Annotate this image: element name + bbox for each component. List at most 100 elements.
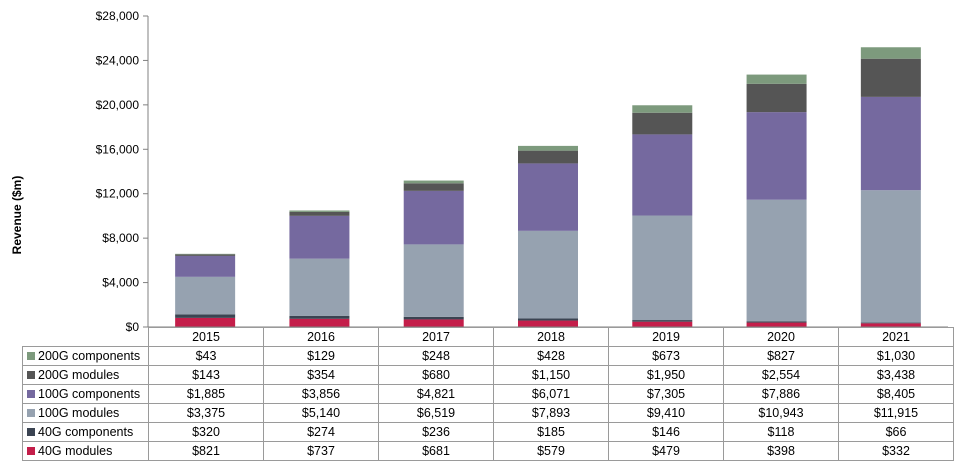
table-cell: $146 (608, 422, 724, 442)
bar-segment-100g-modules-2019 (632, 215, 693, 321)
table-cell: $10,943 (723, 403, 839, 423)
bar-segment-200g-modules-2017 (403, 183, 464, 191)
bar-segment-100g-modules-2021 (860, 190, 921, 323)
bar-segment-100g-modules-2018 (518, 230, 578, 319)
legend-label: 100G modules (38, 406, 120, 420)
table-row: 40G modules $821 $737 $681 $579 $479 $398 $332 (22, 441, 954, 461)
table-cell: $1,885 (148, 384, 264, 404)
bar-segment-200g-modules-2020 (746, 83, 807, 113)
legend-swatch (27, 427, 35, 436)
legend-entry: 40G components (22, 422, 149, 442)
data-table: 2015 2016 2017 2018 2019 2020 2021 200G compone… (22, 327, 954, 461)
legend-entry: 200G components (22, 346, 149, 366)
table-cell: $248 (378, 346, 494, 366)
table-cell: $3,856 (263, 384, 379, 404)
y-tick-label: $12,000 (96, 187, 140, 201)
bar-segment-200g-components-2019 (632, 105, 693, 113)
table-cell: $320 (148, 422, 264, 442)
legend-entry: 100G modules (22, 403, 149, 423)
table-cell: $5,140 (263, 403, 379, 423)
table-cell: $6,519 (378, 403, 494, 423)
table-row: 200G modules $143 $354 $680 $1,150 $1,950 $2,5… (22, 365, 954, 385)
table-cell: $8,405 (838, 384, 954, 404)
bar-segment-40g-modules-2016 (289, 318, 350, 327)
bar-segment-100g-modules-2020 (746, 199, 807, 322)
bar-segment-40g-components-2020 (746, 321, 807, 323)
bar-segment-200g-modules-2015 (175, 254, 236, 256)
bar-segment-200g-modules-2018 (518, 150, 578, 164)
table-cell: $66 (838, 422, 954, 442)
bar-segment-100g-components-2019 (632, 134, 693, 216)
table-cell: $673 (608, 346, 724, 366)
table-cell: $428 (493, 346, 609, 366)
bar-segment-40g-components-2021 (860, 322, 921, 324)
legend-label: 40G components (38, 425, 134, 439)
table-cell: $11,915 (838, 403, 954, 423)
table-row: 200G components $43 $129 $248 $428 $673 $827 $1… (22, 346, 954, 366)
bar-segment-40g-modules-2019 (632, 321, 693, 327)
x-tick-label: 2016 (263, 327, 379, 347)
table-cell: $681 (378, 441, 494, 461)
table-cell: $143 (148, 365, 264, 385)
x-tick-label: 2019 (608, 327, 724, 347)
legend-entry: 100G components (22, 384, 149, 404)
x-tick-label: 2018 (493, 327, 609, 347)
y-axis-title-container: Revenue ($m) (7, 75, 27, 355)
bar-segment-200g-modules-2019 (632, 112, 693, 135)
table-row: 100G components $1,885 $3,856 $4,821 $6,071 $… (22, 384, 954, 404)
bar-segment-40g-modules-2017 (403, 319, 464, 327)
bar-segment-40g-modules-2018 (518, 320, 578, 327)
bar-segment-200g-components-2020 (746, 74, 807, 84)
table-cell: $6,071 (493, 384, 609, 404)
table-cell: $2,554 (723, 365, 839, 385)
table-cell: $7,305 (608, 384, 724, 404)
table-header-row: 2015 2016 2017 2018 2019 2020 2021 (22, 327, 954, 347)
table-corner (22, 327, 149, 347)
legend-entry: 200G modules (22, 365, 149, 385)
table-cell: $680 (378, 365, 494, 385)
bar-segment-40g-components-2015 (175, 314, 236, 318)
table-cell: $398 (723, 441, 839, 461)
bar-segment-100g-modules-2017 (403, 244, 464, 317)
legend-entry: 40G modules (22, 441, 149, 461)
bar-segment-200g-components-2017 (403, 180, 464, 184)
y-tick-label: $8,000 (102, 231, 139, 245)
bar-segment-100g-components-2020 (746, 112, 807, 200)
bar-segment-200g-modules-2016 (289, 211, 350, 216)
x-tick-label: 2020 (723, 327, 839, 347)
bar-segment-200g-components-2018 (518, 145, 578, 151)
legend-swatch (27, 370, 35, 379)
table-cell: $118 (723, 422, 839, 442)
table-cell: $332 (838, 441, 954, 461)
x-tick-label: 2021 (838, 327, 954, 347)
y-tick-label: $20,000 (96, 98, 140, 112)
table-cell: $7,893 (493, 403, 609, 423)
legend-label: 200G components (38, 349, 141, 363)
bar-segment-100g-components-2021 (860, 96, 921, 191)
legend-swatch (27, 351, 35, 360)
legend-swatch (27, 408, 35, 417)
bar-segment-40g-modules-2015 (175, 317, 236, 327)
bar-segment-100g-components-2016 (289, 215, 350, 259)
bar-segment-40g-modules-2021 (860, 323, 921, 327)
legend-swatch (27, 389, 35, 398)
table-row: 100G modules $3,375 $5,140 $6,519 $7,893 $9,4… (22, 403, 954, 423)
table-cell: $129 (263, 346, 379, 366)
x-tick-label: 2015 (148, 327, 264, 347)
table-cell: $1,030 (838, 346, 954, 366)
table-cell: $354 (263, 365, 379, 385)
table-cell: $4,821 (378, 384, 494, 404)
bar-segment-40g-components-2016 (289, 315, 350, 319)
table-cell: $479 (608, 441, 724, 461)
bar-segment-100g-modules-2016 (289, 258, 350, 316)
y-tick-label: $4,000 (102, 276, 139, 290)
y-tick-label: $24,000 (96, 53, 140, 67)
x-tick-label: 2017 (378, 327, 494, 347)
table-cell: $185 (493, 422, 609, 442)
bar-segment-200g-modules-2021 (860, 58, 921, 97)
legend-label: 100G components (38, 387, 141, 401)
table-cell: $1,150 (493, 365, 609, 385)
bar-segment-200g-components-2016 (289, 210, 350, 212)
table-cell: $43 (148, 346, 264, 366)
